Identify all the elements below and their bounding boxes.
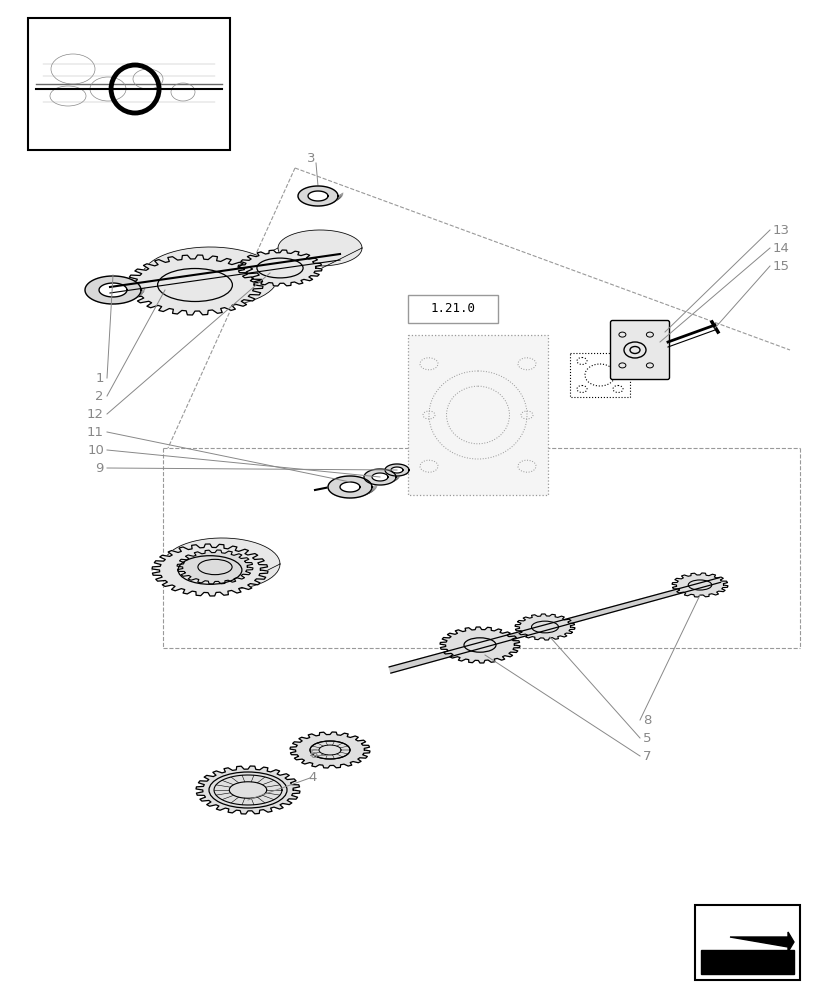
Text: 1: 1 (95, 371, 104, 384)
Polygon shape (340, 482, 360, 492)
Polygon shape (390, 467, 403, 473)
Text: 5: 5 (643, 732, 651, 744)
Polygon shape (672, 573, 727, 597)
Bar (569, 353, 629, 397)
Text: 15: 15 (772, 259, 789, 272)
Text: 7: 7 (643, 750, 651, 762)
Text: 14: 14 (772, 241, 789, 254)
Text: 3: 3 (306, 152, 315, 165)
Polygon shape (142, 247, 278, 307)
Polygon shape (309, 741, 350, 759)
Polygon shape (289, 732, 370, 768)
Text: 1.21.0: 1.21.0 (430, 302, 475, 316)
Text: 10: 10 (87, 444, 104, 456)
Polygon shape (152, 544, 268, 596)
Text: 13: 13 (772, 224, 789, 236)
Bar (694, 905, 799, 980)
Polygon shape (729, 932, 793, 952)
Bar (408, 295, 497, 323)
Polygon shape (127, 255, 263, 315)
Polygon shape (702, 913, 791, 948)
Text: 12: 12 (87, 408, 104, 420)
Polygon shape (238, 250, 322, 286)
Text: 11: 11 (87, 426, 104, 438)
Polygon shape (214, 775, 282, 805)
Polygon shape (385, 464, 409, 476)
Polygon shape (99, 283, 127, 297)
Polygon shape (278, 230, 361, 266)
Polygon shape (371, 473, 388, 481)
Polygon shape (439, 627, 519, 663)
Polygon shape (196, 766, 299, 814)
Polygon shape (164, 538, 280, 590)
Polygon shape (327, 476, 371, 498)
Text: 9: 9 (95, 462, 104, 475)
Text: 6: 6 (308, 748, 317, 762)
Text: 2: 2 (95, 389, 104, 402)
Polygon shape (389, 578, 719, 673)
Bar (408, 335, 547, 495)
Text: 4: 4 (308, 771, 317, 784)
Polygon shape (364, 469, 395, 485)
Polygon shape (298, 186, 337, 206)
Polygon shape (700, 950, 793, 974)
Polygon shape (308, 191, 327, 201)
Polygon shape (177, 550, 252, 584)
Text: 8: 8 (643, 714, 651, 726)
Bar (28, 18, 230, 150)
FancyBboxPatch shape (609, 320, 669, 379)
Polygon shape (85, 276, 141, 304)
Polygon shape (514, 614, 574, 640)
